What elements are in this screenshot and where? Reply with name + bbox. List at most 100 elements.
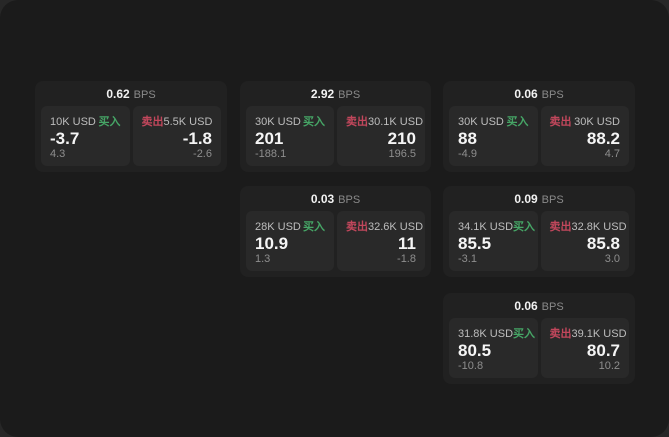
sell-label-row: 卖出 5.5K USD [142, 113, 213, 129]
quote-card: 2.92 BPS 30K USD 买入 201 -188.1 卖出 30.1K U… [240, 81, 431, 172]
buy-amount-label: 28K USD [255, 221, 301, 233]
sell-price-value: 85.8 [586, 233, 620, 253]
sell-amount-label: 39.1K USD [571, 328, 627, 340]
bps-value: 0.09 [514, 192, 538, 206]
card-header: 0.03 BPS [246, 190, 425, 208]
buy-price-value: 80.5 [458, 340, 492, 360]
sell-label-row: 卖出 39.1K USD [549, 325, 627, 341]
bps-value: 0.62 [106, 87, 130, 101]
bps-unit-label: BPS [541, 194, 564, 206]
sell-side-tag: 卖出 [141, 116, 164, 128]
sell-price-value: 80.7 [586, 340, 620, 360]
sell-sub-value: 196.5 [388, 148, 416, 160]
sell-sub-value: -1.8 [397, 253, 416, 265]
buy-side-tag: 买入 [513, 328, 536, 340]
buy-label-row: 30K USD 买入 [255, 113, 325, 129]
bps-unit-label: BPS [338, 89, 361, 101]
buy-panel[interactable]: 30K USD 买入 201 -188.1 [246, 106, 334, 166]
buy-amount-label: 30K USD [255, 116, 301, 128]
bps-value: 0.06 [514, 299, 538, 313]
sell-amount-label: 30.1K USD [368, 116, 424, 128]
buy-sub-value: -3.1 [458, 253, 477, 265]
bps-unit-label: BPS [133, 89, 156, 101]
buy-panel[interactable]: 28K USD 买入 10.9 1.3 [246, 211, 334, 271]
sell-side-tag: 卖出 [346, 221, 368, 233]
sell-side-tag: 卖出 [549, 221, 572, 233]
sell-side-tag: 卖出 [346, 116, 368, 128]
buy-sub-value: -188.1 [255, 148, 287, 160]
buy-price-value: 88 [458, 128, 477, 148]
bps-unit-label: BPS [541, 301, 564, 313]
quote-panels: 30K USD 买入 88 -4.9 卖出 30K USD 88.2 4.7 [449, 106, 629, 166]
sell-label-row: 卖出 32.6K USD [346, 218, 423, 234]
card-header: 0.62 BPS [41, 85, 221, 103]
quote-panels: 34.1K USD 买入 85.5 -3.1 卖出 32.8K USD 85.8… [449, 211, 629, 271]
buy-amount-label: 31.8K USD [458, 328, 514, 340]
sell-price-value: 88.2 [586, 128, 620, 148]
buy-price-value: 10.9 [255, 233, 289, 253]
sell-sub-value: 3.0 [604, 253, 620, 265]
sell-panel[interactable]: 卖出 32.8K USD 85.8 3.0 [540, 211, 629, 271]
card-header: 0.06 BPS [449, 297, 629, 315]
quote-card: 0.03 BPS 28K USD 买入 10.9 1.3 卖出 32.6K USD… [240, 186, 431, 277]
sell-price-value: -1.8 [182, 128, 212, 148]
quote-panels: 28K USD 买入 10.9 1.3 卖出 32.6K USD 11 -1.8 [246, 211, 425, 271]
buy-panel[interactable]: 10K USD 买入 -3.7 4.3 [41, 106, 130, 166]
card-header: 2.92 BPS [246, 85, 425, 103]
buy-price-value: 85.5 [458, 233, 492, 253]
buy-panel[interactable]: 31.8K USD 买入 80.5 -10.8 [449, 318, 538, 378]
sell-amount-label: 30K USD [574, 116, 620, 128]
buy-amount-label: 10K USD [50, 116, 96, 128]
buy-panel[interactable]: 30K USD 买入 88 -4.9 [449, 106, 538, 166]
buy-sub-value: -4.9 [458, 148, 477, 160]
sell-label-row: 卖出 30K USD [550, 113, 621, 129]
quote-panels: 31.8K USD 买入 80.5 -10.8 卖出 39.1K USD 80.… [449, 318, 629, 378]
sell-side-tag: 卖出 [549, 116, 572, 128]
quote-card: 0.09 BPS 34.1K USD 买入 85.5 -3.1 卖出 32.8K … [443, 186, 635, 277]
buy-panel[interactable]: 34.1K USD 买入 85.5 -3.1 [449, 211, 538, 271]
sell-label-row: 卖出 30.1K USD [346, 113, 423, 129]
sell-panel[interactable]: 卖出 5.5K USD -1.8 -2.6 [132, 106, 221, 166]
buy-label-row: 10K USD 买入 [50, 113, 121, 129]
buy-side-tag: 买入 [98, 116, 121, 128]
sell-panel[interactable]: 卖出 39.1K USD 80.7 10.2 [540, 318, 629, 378]
buy-sub-value: 4.3 [50, 148, 66, 160]
sell-sub-value: -2.6 [193, 148, 212, 160]
sell-side-tag: 卖出 [549, 328, 572, 340]
sell-panel[interactable]: 卖出 30K USD 88.2 4.7 [540, 106, 629, 166]
buy-label-row: 34.1K USD 买入 [458, 218, 535, 234]
quote-card: 0.62 BPS 10K USD 买入 -3.7 4.3 卖出 5.5K USD … [35, 81, 227, 172]
quote-card: 0.06 BPS 31.8K USD 买入 80.5 -10.8 卖出 39.1K… [443, 293, 635, 384]
buy-label-row: 31.8K USD 买入 [458, 325, 535, 341]
quote-panels: 10K USD 买入 -3.7 4.3 卖出 5.5K USD -1.8 -2.… [41, 106, 221, 166]
buy-amount-label: 34.1K USD [458, 221, 514, 233]
bps-value: 2.92 [310, 87, 335, 101]
card-header: 0.09 BPS [449, 190, 629, 208]
sell-price-value: 11 [398, 233, 416, 253]
buy-price-value: 201 [255, 128, 284, 148]
buy-label-row: 30K USD 买入 [458, 113, 529, 129]
sell-amount-label: 32.6K USD [368, 221, 424, 233]
sell-panel[interactable]: 卖出 32.6K USD 11 -1.8 [337, 211, 425, 271]
sell-sub-value: 10.2 [598, 360, 620, 372]
buy-price-value: -3.7 [50, 128, 80, 148]
sell-panel[interactable]: 卖出 30.1K USD 210 196.5 [337, 106, 425, 166]
sell-amount-label: 32.8K USD [571, 221, 627, 233]
card-header: 0.06 BPS [449, 85, 629, 103]
buy-label-row: 28K USD 买入 [255, 218, 325, 234]
bps-unit-label: BPS [338, 194, 361, 206]
buy-sub-value: 1.3 [255, 253, 271, 265]
sell-price-value: 210 [387, 128, 416, 148]
buy-sub-value: -10.8 [458, 360, 484, 372]
buy-side-tag: 买入 [513, 221, 536, 233]
buy-side-tag: 买入 [303, 116, 325, 128]
sell-sub-value: 4.7 [604, 148, 620, 160]
buy-amount-label: 30K USD [458, 116, 504, 128]
quote-card: 0.06 BPS 30K USD 买入 88 -4.9 卖出 30K USD 88… [443, 81, 635, 172]
buy-side-tag: 买入 [303, 221, 325, 233]
buy-side-tag: 买入 [506, 116, 529, 128]
quote-panels: 30K USD 买入 201 -188.1 卖出 30.1K USD 210 1… [246, 106, 425, 166]
sell-label-row: 卖出 32.8K USD [549, 218, 627, 234]
sell-amount-label: 5.5K USD [163, 116, 213, 128]
